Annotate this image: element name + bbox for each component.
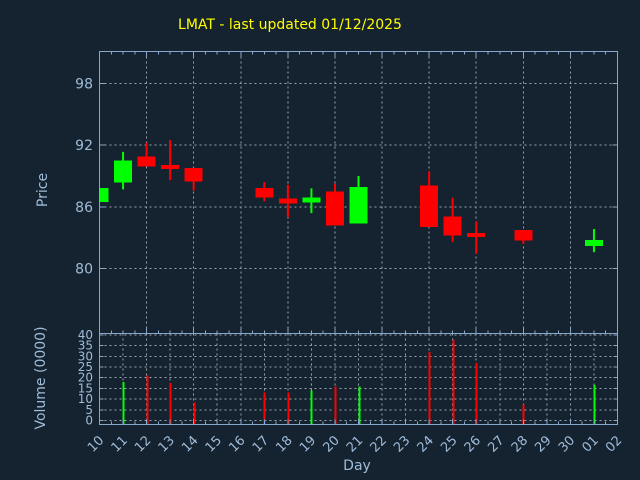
candle-day-01 <box>584 229 603 253</box>
chart-title: LMAT - last updated 01/12/2025 <box>178 17 402 33</box>
candle-day-10 <box>99 187 109 202</box>
candle-body <box>443 216 462 236</box>
axis-ticks <box>99 51 618 425</box>
candle-body <box>278 198 297 204</box>
volume-tick-label: 35 <box>78 339 93 353</box>
candle-day-26 <box>467 221 486 254</box>
volume-tick-label: 10 <box>78 392 93 406</box>
volume-axis-label: Volume (0000) <box>33 326 49 429</box>
candle-day-21 <box>349 176 368 224</box>
candle-day-17 <box>255 182 274 202</box>
candle-day-19 <box>302 188 321 214</box>
price-tick-label: 92 <box>75 138 93 154</box>
day-axis-label: Day <box>343 458 371 474</box>
candle-body <box>420 185 439 227</box>
candle-body <box>514 230 533 241</box>
price-gridlines <box>99 51 618 334</box>
candle-body <box>114 160 133 183</box>
volume-bars <box>122 339 596 425</box>
candle-day-24 <box>420 171 439 227</box>
candle-body <box>137 156 156 167</box>
candle-day-25 <box>443 197 462 242</box>
candle-body <box>184 167 203 182</box>
candle-day-12 <box>137 142 156 167</box>
price-tick-label: 98 <box>75 76 93 92</box>
price-axis-label: Price <box>35 173 51 207</box>
price-tick-label: 86 <box>75 200 93 216</box>
candle-body <box>161 165 180 169</box>
candle-day-20 <box>325 183 344 226</box>
candle-body <box>325 191 344 226</box>
volume-tick-label: 20 <box>78 371 93 385</box>
candle-body <box>302 197 321 203</box>
price-tick-label: 80 <box>75 262 93 278</box>
volume-tick-label: 15 <box>78 381 93 395</box>
candle-body <box>349 186 368 224</box>
volume-tick-label: 40 <box>78 328 93 342</box>
candle-day-28 <box>514 230 533 244</box>
candle-body <box>99 187 109 202</box>
candle-body <box>467 233 486 237</box>
candle-day-13 <box>161 140 180 181</box>
candle-body <box>584 239 603 247</box>
volume-tick-label: 0 <box>85 413 93 427</box>
volume-tick-label: 25 <box>78 360 93 374</box>
candle-day-14 <box>184 167 203 191</box>
candle-day-18 <box>278 184 297 218</box>
candle-day-11 <box>114 151 133 190</box>
volume-gridlines <box>99 333 618 425</box>
candle-body <box>255 187 274 198</box>
volume-tick-label: 5 <box>85 403 93 417</box>
volume-tick-label: 30 <box>78 349 93 363</box>
candles <box>99 140 603 254</box>
